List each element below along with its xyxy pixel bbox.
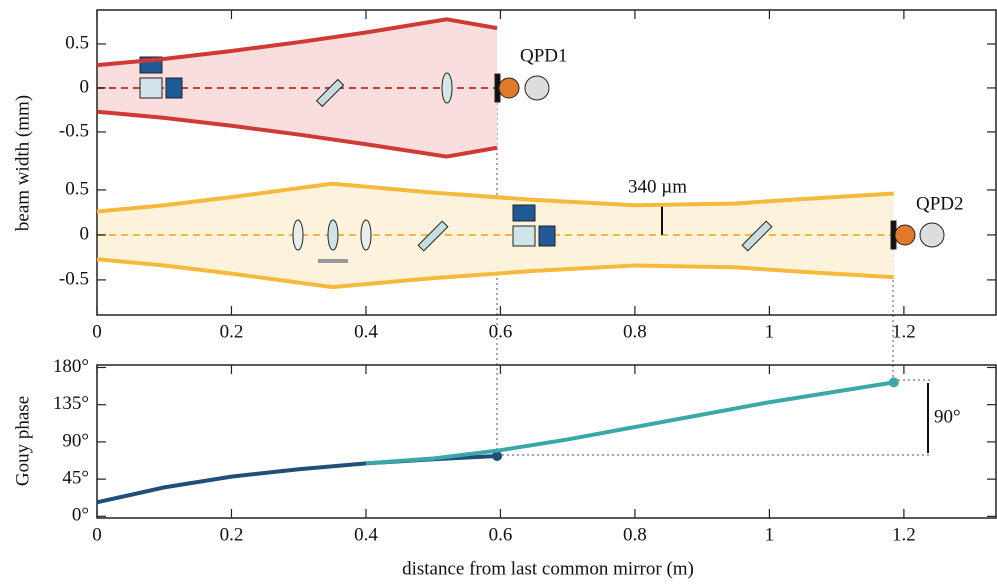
y-tick-label: 0° xyxy=(72,505,89,526)
x-tick-label: 1 xyxy=(765,321,775,342)
x-tick-label: 0.6 xyxy=(489,321,513,342)
x-tick-label: 1.2 xyxy=(892,321,916,342)
annotation: 340 µm xyxy=(628,176,687,197)
x-tick-label: 0.4 xyxy=(354,524,378,545)
x-tick-label: 0.4 xyxy=(354,321,378,342)
line xyxy=(365,380,895,466)
y-tick-label: 0 xyxy=(80,223,90,244)
end-marker xyxy=(888,377,899,388)
x-tick-label: 0.8 xyxy=(623,321,647,342)
annotation: QPD1 xyxy=(520,45,568,66)
x-axis-label: distance from last common mirror (m) xyxy=(402,558,694,579)
y-tick-label: 180° xyxy=(53,356,89,377)
y-tick-label: -0.5 xyxy=(59,120,89,141)
top-frame xyxy=(96,9,997,316)
annotation: QPD2 xyxy=(916,193,964,214)
line xyxy=(96,109,498,159)
optics xyxy=(139,56,945,453)
y-tick-label: 45° xyxy=(62,467,89,488)
x-tick-label: 0 xyxy=(92,524,102,545)
plot-area xyxy=(97,19,894,288)
y-axis-label: Gouy phase xyxy=(12,396,33,486)
x-tick-label: 0 xyxy=(92,321,102,342)
line xyxy=(96,17,498,68)
y-tick-label: 0 xyxy=(80,76,90,97)
y-tick-label: 0.5 xyxy=(65,32,89,53)
x-tick-label: 0.2 xyxy=(220,524,244,545)
line xyxy=(96,181,894,214)
y-tick-label: 90° xyxy=(62,430,89,451)
line xyxy=(96,257,894,290)
beam-fill xyxy=(97,19,498,157)
y-tick-label: -0.5 xyxy=(59,268,89,289)
y-tick-label: 0.5 xyxy=(65,178,89,199)
y-tick-label: 135° xyxy=(53,393,89,414)
x-tick-label: 1 xyxy=(765,524,775,545)
y-axis-label: beam width (mm) xyxy=(12,95,33,231)
line xyxy=(96,453,498,505)
x-tick-label: 0.8 xyxy=(623,524,647,545)
x-tick-label: 0.6 xyxy=(489,524,513,545)
x-tick-label: 0.2 xyxy=(220,321,244,342)
end-marker xyxy=(492,450,503,461)
annotation: 90° xyxy=(934,406,961,427)
x-tick-label: 1.2 xyxy=(892,524,916,545)
